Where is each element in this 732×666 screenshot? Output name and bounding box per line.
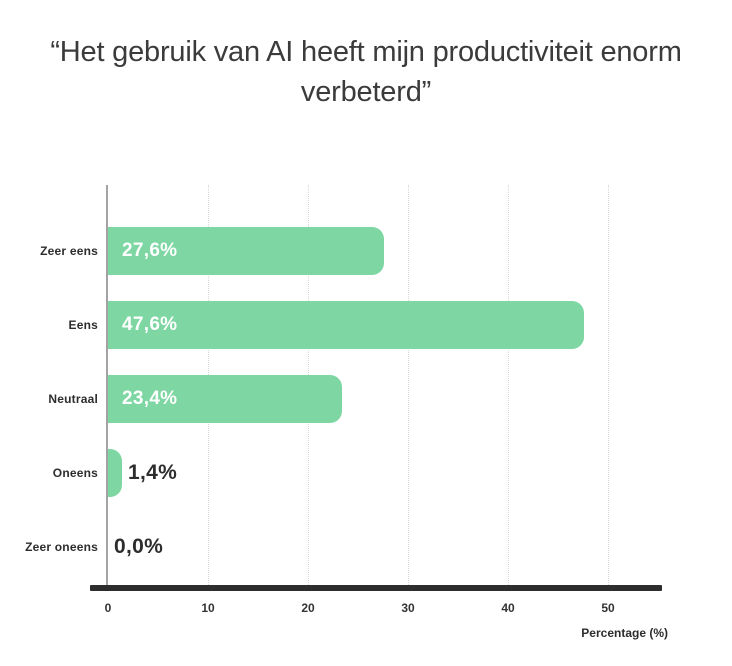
bar-row: Neutraal 23,4% [0, 362, 732, 436]
category-label: Neutraal [48, 392, 98, 406]
gridline [408, 185, 409, 587]
category-label: Eens [68, 318, 98, 332]
x-tick-label: 30 [401, 601, 415, 615]
category-label: Zeer oneens [25, 540, 98, 554]
x-tick-label: 0 [104, 601, 112, 615]
bar-row: Zeer oneens 0,0% [0, 510, 732, 584]
category-label: Zeer eens [40, 244, 98, 258]
x-axis-line [90, 585, 662, 591]
x-axis-title: Percentage (%) [581, 626, 668, 640]
bar: 23,4% [108, 375, 342, 423]
bar-row: Eens 47,6% [0, 288, 732, 362]
x-tick-label: 40 [501, 601, 515, 615]
bar-row: Zeer eens 27,6% [0, 214, 732, 288]
value-label: 47,6% [122, 314, 178, 335]
bar-row: Oneens 1,4% [0, 436, 732, 510]
value-label: 27,6% [122, 240, 178, 261]
x-tick-label: 10 [201, 601, 215, 615]
gridline [608, 185, 609, 587]
plot-area: Zeer eens 27,6% Eens 47,6% Neutraal 23,4% Onee… [0, 185, 732, 591]
x-tick-label: 50 [601, 601, 615, 615]
value-label: 0,0% [114, 535, 164, 558]
category-label: Oneens [52, 466, 98, 480]
x-tick-label: 20 [301, 601, 315, 615]
bar: 27,6% [108, 227, 384, 275]
gridline [508, 185, 509, 587]
chart-title: “Het gebruik van AI heeft mijn productiv… [50, 36, 682, 108]
value-label: 23,4% [122, 388, 178, 409]
bar [108, 449, 122, 497]
bar: 47,6% [108, 301, 584, 349]
value-label: 1,4% [128, 461, 178, 484]
y-axis-line [106, 185, 108, 587]
